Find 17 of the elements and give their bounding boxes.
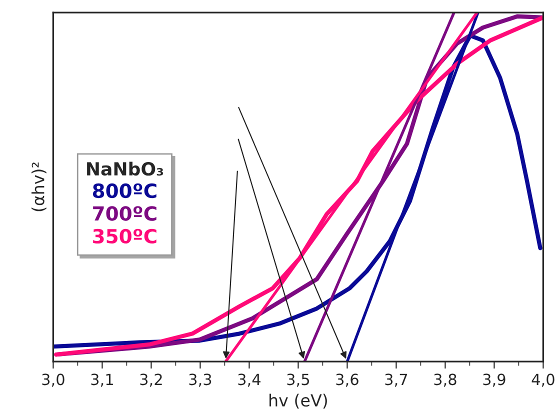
- x-tick-label: 3,4: [238, 374, 260, 387]
- text: 700ºC: [93, 206, 156, 221]
- x-axis-title: hv (eV): [270, 394, 327, 409]
- x-tick-label: 3,5: [287, 374, 310, 387]
- legend-title: NaNbO₃: [87, 162, 164, 176]
- x-tick-label: 4,0: [532, 374, 554, 387]
- x-tick-label: 3,6: [336, 374, 358, 387]
- x-tick-label: 3,7: [385, 374, 408, 387]
- text: 350ºC: [93, 228, 156, 244]
- x-tick-label: 3,8: [434, 374, 456, 387]
- y-axis-title: (αhv)²: [32, 162, 46, 212]
- x-tick-label: 3,0: [42, 374, 64, 387]
- x-tick-label: 3,9: [483, 374, 506, 387]
- text: 800ºC: [92, 183, 156, 198]
- x-tick-label: 3,2: [140, 374, 162, 387]
- x-tick-label: 3,3: [189, 374, 212, 387]
- x-tick-label: 3,1: [91, 374, 113, 387]
